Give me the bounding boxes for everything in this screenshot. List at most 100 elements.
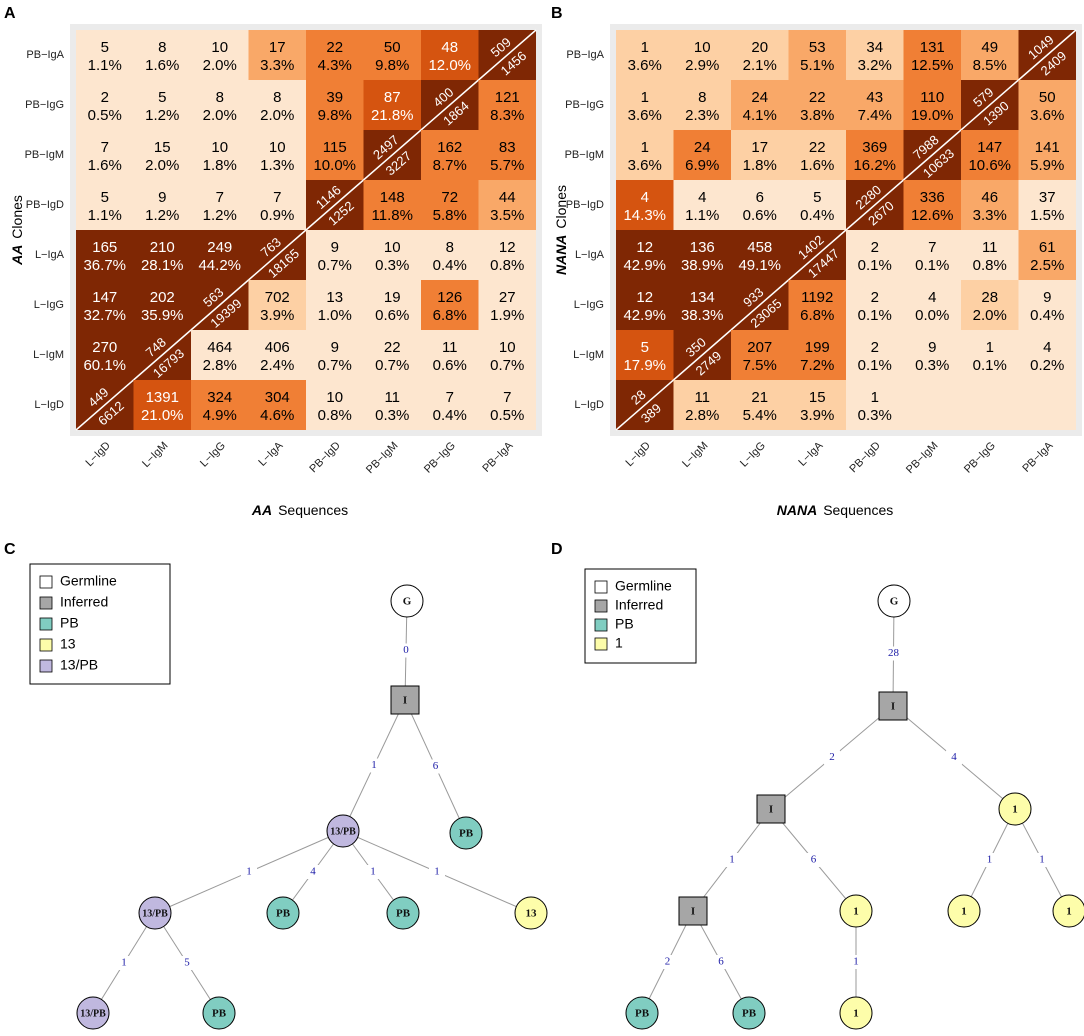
- tree-node-thirteen: [839, 894, 873, 928]
- cell-percent: 3.8%: [800, 107, 834, 124]
- legend-label: Inferred: [60, 594, 108, 610]
- cell-count: 148: [380, 189, 405, 206]
- column-label: L−IgD: [623, 440, 652, 469]
- heatmap-cell: [421, 130, 479, 180]
- cell-percent: 0.1%: [858, 357, 892, 374]
- cell-count: 50: [384, 39, 401, 56]
- cell-count: 324: [207, 389, 232, 406]
- cell-percent: 0.0%: [915, 307, 949, 324]
- diagonal-line: [478, 29, 537, 81]
- cell-percent: 49.1%: [738, 257, 781, 274]
- cell-count: 1: [641, 89, 649, 106]
- heatmap-cell: [731, 180, 789, 230]
- legend-swatch: [594, 599, 608, 613]
- cell-percent: 0.1%: [858, 257, 892, 274]
- cell-count: 5: [101, 39, 109, 56]
- cell-count: 147: [977, 139, 1002, 156]
- cell-count: 48: [441, 39, 458, 56]
- diagonal-line: [305, 179, 364, 231]
- tree-node-germline: [390, 584, 424, 618]
- heatmap-cell: [731, 130, 789, 180]
- edge-label-bg: [659, 955, 676, 969]
- cell-count: 21: [751, 389, 768, 406]
- node-label: I: [403, 695, 407, 707]
- cell-count: 304: [265, 389, 290, 406]
- cell-count: 2: [871, 289, 879, 306]
- heatmap-cell: [363, 330, 421, 380]
- tree-node-thirteen: [514, 896, 548, 930]
- cell-count: 12: [636, 289, 653, 306]
- edge-label: 4: [951, 751, 957, 763]
- cell-percent: 12.6%: [911, 207, 954, 224]
- column-label: L−IgG: [738, 440, 768, 470]
- column-label: PB−IgG: [422, 440, 458, 476]
- cell-percent: 0.7%: [375, 357, 409, 374]
- heatmap-cell: [306, 280, 364, 330]
- node-label: PB: [459, 828, 474, 840]
- row-label: PB−IgG: [25, 99, 64, 111]
- cell-percent: 0.8%: [973, 257, 1007, 274]
- cell-count: 702: [265, 289, 290, 306]
- column-label: PB−IgM: [904, 440, 940, 476]
- cell-count: 22: [326, 39, 343, 56]
- cell-count: 7: [446, 389, 454, 406]
- edge-label: 1: [246, 866, 252, 878]
- cell-percent: 1.5%: [1030, 207, 1064, 224]
- heatmap-cell: [961, 30, 1019, 80]
- cell-count: 72: [441, 189, 458, 206]
- cell-count: 27: [499, 289, 516, 306]
- cell-count: 8: [273, 89, 281, 106]
- edge-label-bg: [848, 955, 864, 969]
- cell-count: 46: [981, 189, 998, 206]
- y-axis-title-bold: AA: [9, 245, 25, 266]
- cell-count: 199: [805, 339, 830, 356]
- cell-percent: 42.9%: [623, 257, 666, 274]
- heatmap-cell: [478, 330, 536, 380]
- cell-percent: 3.3%: [973, 207, 1007, 224]
- cell-percent: 4.6%: [260, 407, 294, 424]
- heatmap-cell: [421, 230, 479, 280]
- tree-c: Germline Inferred PB 13 13/PB 0 1 6 1 4 1 1 1 5 G I 13/P…: [29, 563, 548, 1030]
- heatmap-cell: [133, 380, 191, 430]
- cell-percent: 3.9%: [800, 407, 834, 424]
- cell-percent: 1.0%: [318, 307, 352, 324]
- heatmap-cell: [306, 30, 364, 80]
- tree-node-thirteen: [1052, 894, 1084, 928]
- edge-label-bg: [981, 853, 998, 867]
- column-label: L−IgM: [140, 440, 170, 470]
- y-axis-title: NANA Clones: [553, 185, 569, 275]
- column-label: L−IgM: [680, 440, 710, 470]
- cell-count: 2: [871, 339, 879, 356]
- tree-node-pb: [732, 996, 766, 1030]
- edge-label-bg: [805, 853, 822, 867]
- heatmap-cell: [248, 330, 306, 380]
- cell-percent: 5.4%: [743, 407, 777, 424]
- row-label: PB−IgA: [566, 49, 604, 61]
- cell-count: 1: [986, 339, 994, 356]
- cell-percent: 42.9%: [623, 307, 666, 324]
- cell-count: 9: [1043, 289, 1051, 306]
- cell-count: 210: [150, 239, 175, 256]
- heatmap-cell: [616, 130, 674, 180]
- heatmap-cell: [673, 30, 731, 80]
- heatmap-cell: [673, 180, 731, 230]
- heatmap-cell: [616, 180, 674, 230]
- edge-label: 1: [121, 957, 127, 969]
- edge-label: 1: [729, 854, 735, 866]
- cell-count: 10: [384, 239, 401, 256]
- cell-count: 17: [269, 39, 286, 56]
- cell-percent: 7.2%: [800, 357, 834, 374]
- cell-percent: 3.5%: [490, 207, 524, 224]
- tree-node-inferred: [756, 794, 786, 824]
- heatmap-cell: [306, 130, 364, 180]
- heatmap-cell: [903, 80, 961, 130]
- heatmap-cell: [248, 380, 306, 430]
- cell-count: 458: [747, 239, 772, 256]
- cell-count: 17: [751, 139, 768, 156]
- heatmap-cell: [191, 30, 249, 80]
- cell-count: 10: [269, 139, 286, 156]
- cell-count: 24: [694, 139, 711, 156]
- cell-percent: 2.8%: [685, 407, 719, 424]
- cell-count: 20: [751, 39, 768, 56]
- heatmap-cell: [616, 230, 674, 280]
